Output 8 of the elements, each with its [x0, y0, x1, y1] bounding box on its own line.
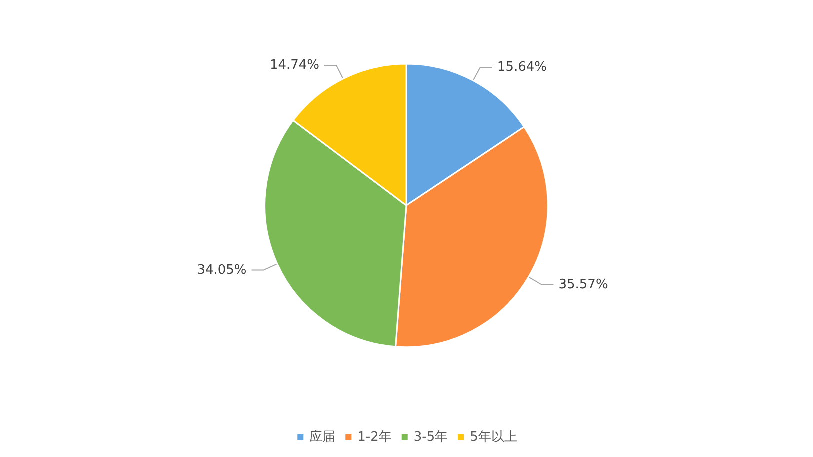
- legend-label: 3-5年: [414, 430, 448, 445]
- data-label: 14.74%: [270, 58, 320, 73]
- legend-label: 5年以上: [470, 430, 518, 445]
- data-label: 15.64%: [497, 60, 547, 76]
- legend-label: 1-2年: [358, 430, 392, 445]
- data-label: 34.05%: [197, 262, 247, 278]
- data-label: 35.57%: [558, 277, 608, 292]
- legend-label: 应届: [310, 429, 336, 445]
